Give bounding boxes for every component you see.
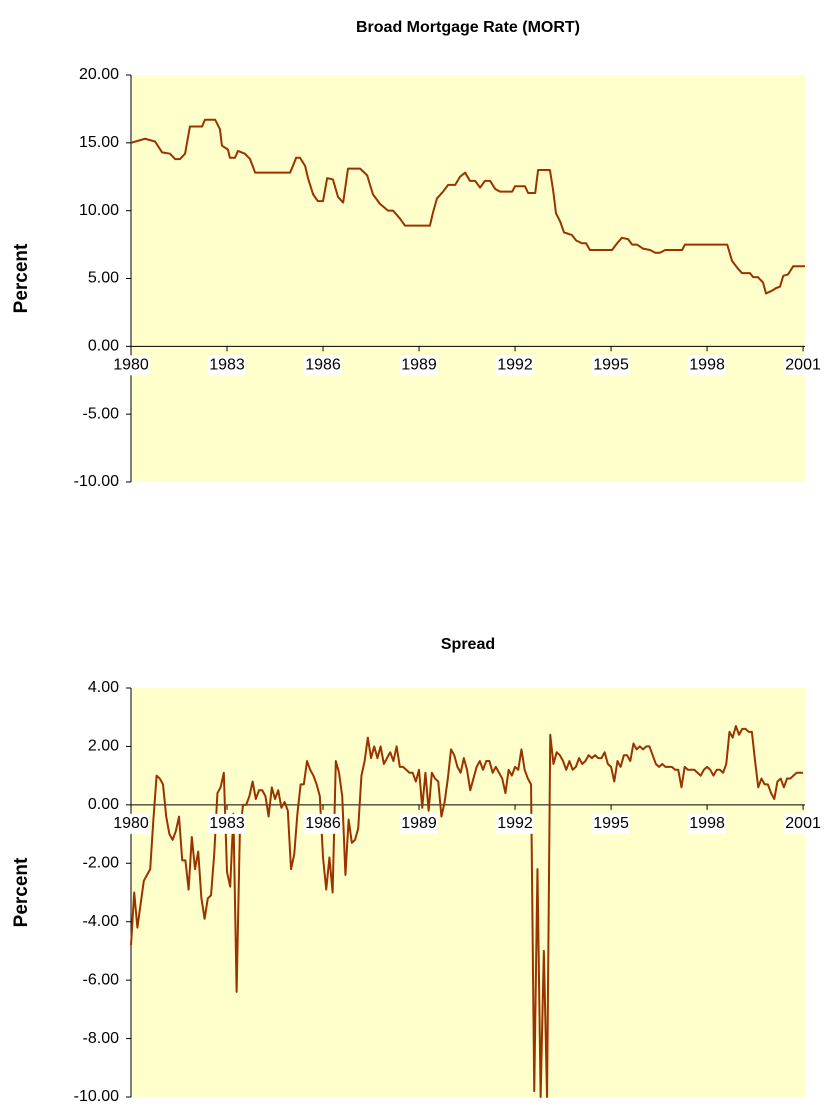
y-tick-label: 5.00 — [88, 270, 119, 287]
chart-title: Broad Mortgage Rate (MORT) — [356, 19, 580, 36]
x-tick-label-bg — [400, 813, 438, 834]
x-tick-label: 1995 — [593, 815, 629, 832]
y-tick-label: -8.00 — [83, 1030, 120, 1047]
y-tick-label: -4.00 — [83, 913, 120, 930]
y-tick-label: 4.00 — [88, 679, 119, 696]
y-tick-label: -10.00 — [74, 1088, 119, 1105]
x-tick-label-bg — [208, 813, 246, 834]
data-line — [130, 724, 804, 1098]
x-tick-label-bg — [688, 813, 726, 834]
x-tick-label-bg — [304, 813, 342, 834]
x-tick-label-bg — [784, 813, 822, 834]
y-axis-label: Percent — [11, 243, 32, 313]
y-tick-label: 15.00 — [79, 134, 119, 151]
y-axis-label: Percent — [11, 857, 32, 927]
x-tick-label: 1980 — [113, 357, 149, 374]
plot-area — [131, 75, 805, 482]
x-tick-label: 1998 — [689, 357, 725, 374]
x-tick-label: 1980 — [113, 815, 149, 832]
x-tick-label: 1998 — [689, 815, 725, 832]
y-tick-label: -10.00 — [74, 473, 119, 490]
x-tick-label: 1983 — [209, 815, 245, 832]
y-tick-label: -5.00 — [83, 405, 120, 422]
x-tick-label: 2001 — [785, 357, 821, 374]
x-tick-label-bg — [400, 355, 438, 376]
x-tick-label: 1983 — [209, 357, 245, 374]
x-tick-label-bg — [496, 355, 534, 376]
x-tick-label-bg — [208, 355, 246, 376]
y-tick-label: 10.00 — [79, 202, 119, 219]
x-tick-label-bg — [304, 355, 342, 376]
x-tick-label-bg — [784, 355, 822, 376]
x-tick-label-bg — [592, 813, 630, 834]
x-tick-label: 2001 — [785, 815, 821, 832]
x-tick-label-bg — [688, 355, 726, 376]
x-tick-label: 1986 — [305, 815, 341, 832]
y-tick-label: 0.00 — [88, 796, 119, 813]
x-tick-label-bg — [496, 813, 534, 834]
x-tick-label: 1989 — [401, 815, 437, 832]
x-tick-label: 1986 — [305, 357, 341, 374]
plot-area — [131, 688, 805, 1097]
x-tick-label: 1992 — [497, 815, 533, 832]
x-tick-label: 1995 — [593, 357, 629, 374]
y-tick-label: -6.00 — [83, 971, 120, 988]
x-tick-label-bg — [112, 813, 150, 834]
y-tick-label: 2.00 — [88, 738, 119, 755]
data-line — [130, 118, 805, 295]
chart-title: Spread — [441, 636, 495, 653]
y-tick-label: 0.00 — [88, 338, 119, 355]
x-tick-label-bg — [112, 355, 150, 376]
y-tick-label: -2.00 — [83, 855, 120, 872]
x-tick-label: 1989 — [401, 357, 437, 374]
x-tick-label-bg — [592, 355, 630, 376]
x-tick-label: 1992 — [497, 357, 533, 374]
y-tick-label: 20.00 — [79, 66, 119, 83]
